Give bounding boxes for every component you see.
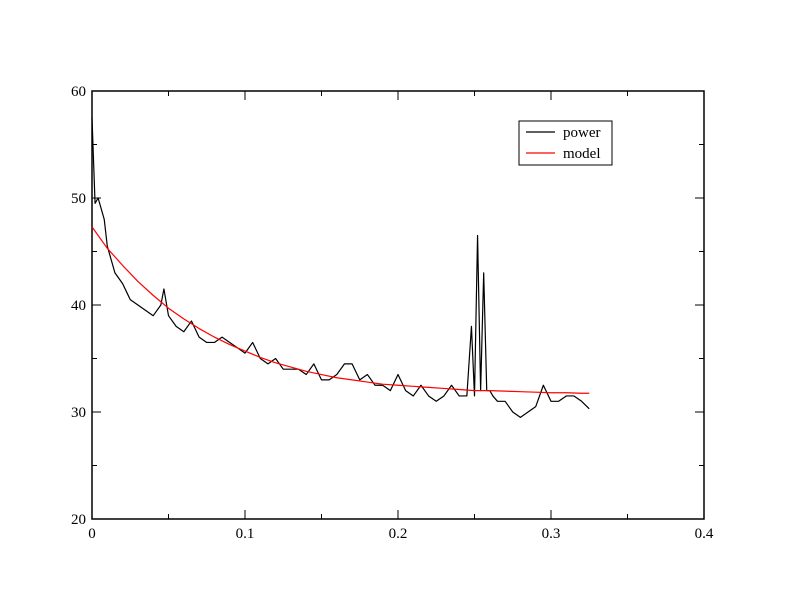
legend-box: [518, 120, 613, 166]
y-tick-label: 20: [71, 512, 86, 528]
series-line-model: [91, 226, 590, 394]
axis-tick-labels: 0 0.1 0.2 0.3 0.4 20 30 40 50 60: [71, 84, 714, 542]
axis-ticks: [91, 90, 705, 520]
legend-label-power: power: [563, 125, 601, 141]
x-tick-label: 0.4: [695, 526, 714, 542]
legend: power model: [518, 120, 613, 166]
x-tick-label: 0.3: [542, 526, 561, 542]
x-tick-label: 0.1: [236, 526, 255, 542]
series-line-power: [91, 117, 590, 418]
legend-label-model: model: [563, 146, 601, 162]
x-tick-label: 0.2: [389, 526, 408, 542]
y-tick-label: 40: [71, 298, 86, 314]
x-tick-label: 0: [88, 526, 96, 542]
y-tick-label: 50: [71, 191, 86, 207]
y-tick-label: 60: [71, 84, 86, 100]
y-tick-label: 30: [71, 405, 86, 421]
series-lines: [91, 117, 590, 418]
